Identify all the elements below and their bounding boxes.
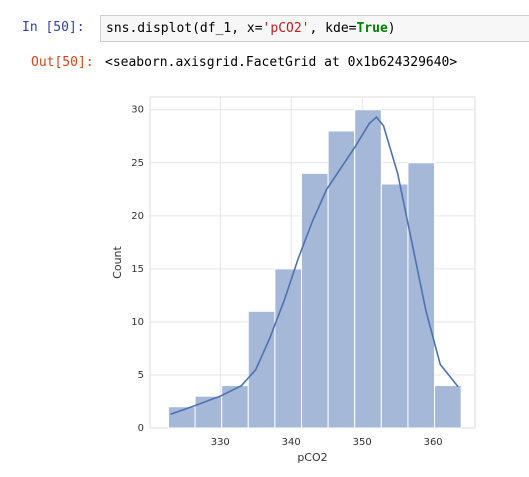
bar <box>434 385 462 429</box>
y-tick-label: 15 <box>131 264 144 275</box>
x-tick-label: 350 <box>353 437 372 448</box>
bar <box>274 268 303 429</box>
code-keyword: True <box>356 21 388 36</box>
y-tick-label: 30 <box>131 105 144 116</box>
bar <box>407 162 436 429</box>
bar <box>327 130 356 429</box>
code-cell[interactable]: sns.displot(df_1, x='pCO2', kde=True) <box>100 15 529 42</box>
bar <box>194 395 223 429</box>
code: , kde= <box>309 21 357 36</box>
code: ) <box>387 21 396 36</box>
x-axis-label: pCO2 <box>297 451 327 464</box>
output-text: <seaborn.axisgrid.FacetGrid at 0x1b62432… <box>105 55 458 70</box>
y-tick-label: 25 <box>131 158 144 169</box>
input-prompt: In [50]: <box>22 20 85 35</box>
y-tick-label: 20 <box>131 211 144 222</box>
x-tick-label: 340 <box>282 437 301 448</box>
x-tick-label: 360 <box>424 437 443 448</box>
bar <box>354 109 382 429</box>
y-tick-label: 0 <box>138 423 144 434</box>
y-tick-label: 5 <box>138 370 144 381</box>
y-tick-label: 10 <box>131 317 144 328</box>
y-axis-label: Count <box>111 245 124 278</box>
bar <box>221 385 249 429</box>
bar <box>301 172 329 429</box>
bar <box>247 310 276 429</box>
code: sns.displot(df_1, x= <box>106 21 263 36</box>
output-prompt: Out[50]: <box>31 55 94 70</box>
kde-line <box>170 116 459 415</box>
code-string: 'pCO2' <box>262 21 310 36</box>
x-tick-label: 330 <box>211 437 230 448</box>
bar <box>380 183 409 429</box>
